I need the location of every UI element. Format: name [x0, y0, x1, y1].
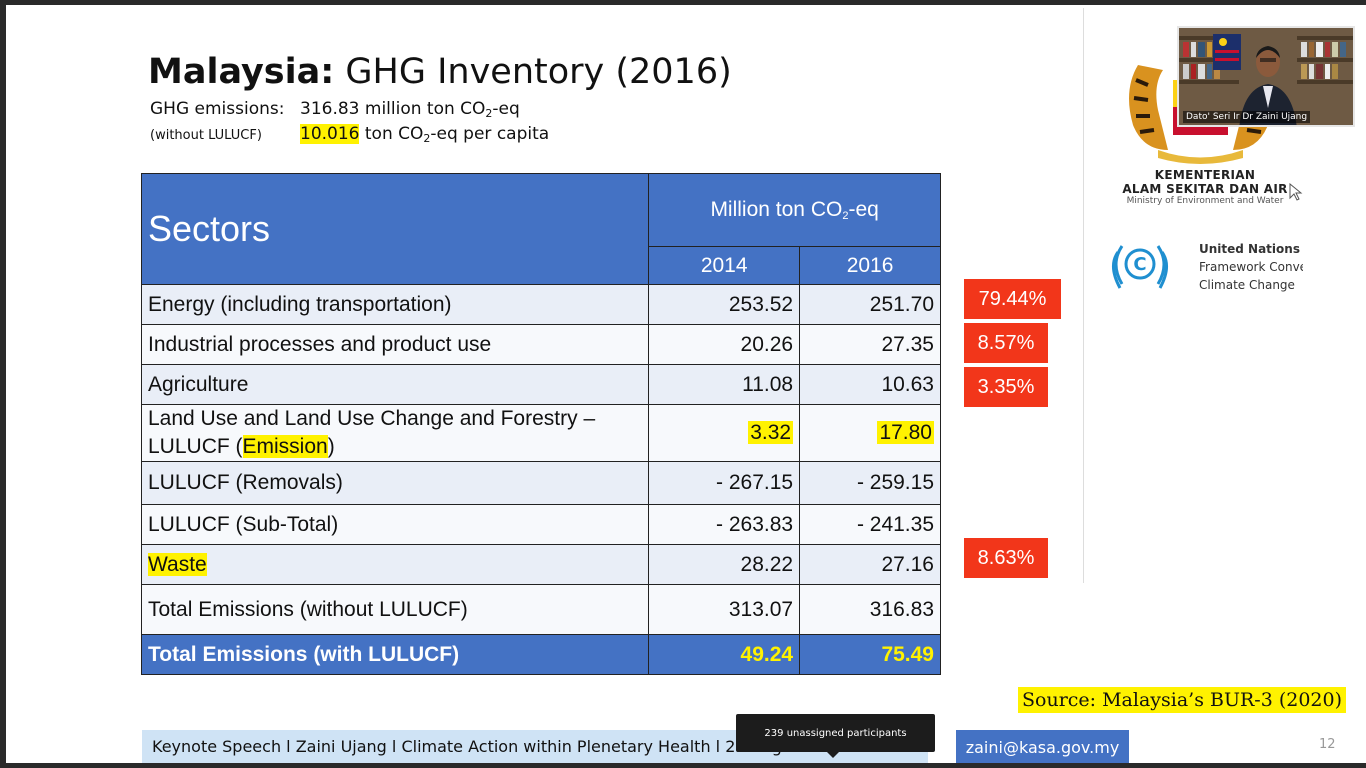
value-2014: 20.26: [648, 324, 801, 365]
table-row: Industrial processes and product use 20.…: [140, 324, 941, 365]
window-frame-bottom: [0, 763, 1366, 768]
tooltip-arrow: [826, 751, 840, 758]
emissions-line: GHG emissions: 316.83 million ton CO2-eq: [150, 99, 520, 119]
pct-badge-waste: 8.63%: [964, 538, 1048, 578]
participants-tooltip: 239 unassigned participants: [736, 714, 935, 752]
sector-suffix: ): [327, 435, 335, 458]
unfccc-text: United Nations Framework Convention on C…: [1199, 240, 1303, 294]
table-row: Land Use and Land Use Change and Forestr…: [140, 404, 941, 462]
header-year-2016: 2016: [799, 246, 941, 285]
sector-cell: Waste: [140, 544, 650, 585]
source-citation: Source: Malaysia’s BUR-3 (2020): [1018, 687, 1347, 713]
value-2016: - 259.15: [799, 461, 941, 505]
value-2014: - 263.83: [648, 504, 801, 545]
table-row: Energy (including transportation) 253.52…: [140, 284, 941, 325]
table-row: Total Emissions (without LULUCF) 313.07 …: [140, 584, 941, 635]
un-line2: Framework Convention on: [1199, 260, 1303, 274]
value-2016: 316.83: [799, 584, 941, 635]
sector-highlight: Waste: [148, 552, 207, 576]
ghg-inventory-table: Sectors Million ton CO2-eq 2014 2016 Ene…: [140, 173, 941, 675]
value-2014: 313.07: [648, 584, 801, 635]
sector-cell: Industrial processes and product use: [140, 324, 650, 365]
pct-badge-agriculture: 3.35%: [964, 367, 1048, 407]
pct-badge-energy: 79.44%: [964, 279, 1061, 319]
header-sectors: Sectors: [140, 173, 650, 285]
per-capita-value: 10.016: [300, 124, 360, 144]
window-frame-left: [0, 0, 6, 768]
co2-subscript: 2: [842, 210, 849, 222]
footer-text: Keynote Speech l Zaini Ujang l Climate A…: [152, 737, 853, 756]
value-2014: 3.32: [648, 404, 801, 462]
value-2016: 17.80: [799, 404, 941, 462]
sector-highlight: Emission: [242, 435, 328, 458]
unfccc-emblem-icon: C: [1112, 245, 1168, 289]
ministry-line1: KEMENTERIAN: [1154, 168, 1256, 182]
sector-cell: LULUCF (Removals): [140, 461, 650, 505]
header-unit: Million ton CO2-eq: [648, 173, 941, 247]
mouse-cursor-icon: [1289, 183, 1303, 201]
participant-video[interactable]: Dato' Seri Ir Dr Zaini Ujang: [1177, 26, 1355, 127]
emissions-unit: million ton CO: [359, 99, 486, 119]
participant-name-label: Dato' Seri Ir Dr Zaini Ujang: [1183, 111, 1311, 123]
value-2016: - 241.35: [799, 504, 941, 545]
un-line1: United Nations: [1199, 242, 1300, 256]
table-total-row: Total Emissions (with LULUCF) 49.24 75.4…: [140, 634, 941, 675]
co2-subscript: 2: [485, 107, 493, 120]
per-capita-unit-suffix: -eq per capita: [430, 124, 550, 144]
value-2014: 253.52: [648, 284, 801, 325]
header-unit-text: Million ton CO: [710, 198, 843, 221]
header-year-2014: 2014: [648, 246, 801, 285]
value-2016: 251.70: [799, 284, 941, 325]
page-number: 12: [1319, 737, 1336, 752]
table-row: Agriculture 11.08 10.63: [140, 364, 941, 405]
emissions-unit-suffix: -eq: [492, 99, 520, 119]
slide-divider: [1083, 8, 1084, 583]
sector-prefix: LULUCF (: [148, 435, 243, 458]
ministry-line3: Ministry of Environment and Water: [1126, 196, 1284, 206]
ministry-name: KEMENTERIAN ALAM SEKITAR DAN AIR Ministr…: [1110, 168, 1300, 206]
un-line3: Climate Change: [1199, 278, 1295, 292]
emissions-value: 316.83: [300, 99, 360, 119]
sector-cell: LULUCF (Sub-Total): [140, 504, 650, 545]
per-capita-line: (without LULUCF) 10.016 ton CO2-eq per ca…: [150, 124, 549, 144]
footer-email: zaini@kasa.gov.my: [956, 730, 1129, 764]
value-2014: 28.22: [648, 544, 801, 585]
pct-badge-industrial: 8.57%: [964, 323, 1048, 363]
value-2014: - 267.15: [648, 461, 801, 505]
table-row: LULUCF (Sub-Total) - 263.83 - 241.35: [140, 504, 941, 545]
value-2016: 27.35: [799, 324, 941, 365]
value-2016: 10.63: [799, 364, 941, 405]
co2-subscript: 2: [423, 132, 431, 145]
value-2014: 49.24: [648, 634, 801, 675]
lulucf-note: (without LULUCF): [150, 128, 262, 143]
table-row: LULUCF (Removals) - 267.15 - 259.15: [140, 461, 941, 505]
value-highlight: 17.80: [877, 421, 934, 444]
title-rest: GHG Inventory (2016): [334, 52, 732, 92]
emissions-label: GHG emissions:: [150, 99, 285, 119]
sector-cell: Total Emissions (without LULUCF): [140, 584, 650, 635]
table-row: Waste 28.22 27.16: [140, 544, 941, 585]
table-header-row: Sectors Million ton CO2-eq: [140, 173, 941, 285]
sector-cell: Energy (including transportation): [140, 284, 650, 325]
window-frame-top: [0, 0, 1366, 5]
title-country: Malaysia:: [148, 52, 335, 92]
per-capita-unit: ton CO: [359, 124, 424, 144]
slide-title: Malaysia: GHG Inventory (2016): [148, 52, 732, 92]
sector-cell: Total Emissions (with LULUCF): [140, 634, 650, 675]
svg-text:C: C: [1133, 254, 1146, 275]
value-2016: 27.16: [799, 544, 941, 585]
ministry-line2: ALAM SEKITAR DAN AIR: [1122, 182, 1288, 196]
value-highlight: 3.32: [748, 421, 794, 444]
sector-line1: Land Use and Land Use Change and Forestr…: [148, 407, 596, 430]
value-2014: 11.08: [648, 364, 801, 405]
sector-cell: Agriculture: [140, 364, 650, 405]
video-feed-image: [1179, 28, 1353, 125]
value-2016: 75.49: [799, 634, 941, 675]
sector-cell: Land Use and Land Use Change and Forestr…: [140, 404, 650, 462]
sector-line2: LULUCF (Emission): [148, 433, 642, 461]
header-unit-suffix: -eq: [848, 198, 879, 221]
